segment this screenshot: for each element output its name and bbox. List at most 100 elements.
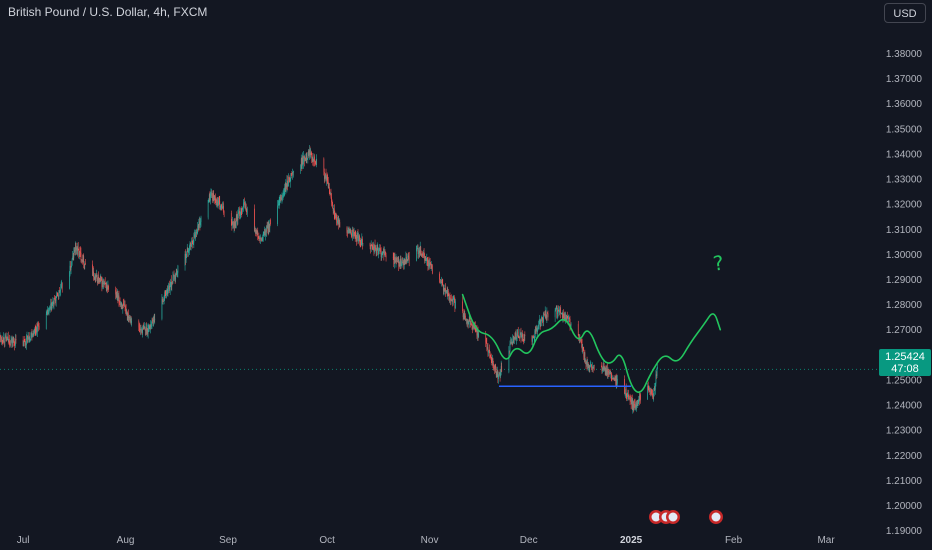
candle-body — [4, 335, 6, 343]
candle-body — [514, 337, 516, 339]
event-flag-icon[interactable] — [709, 510, 723, 524]
candle-body — [499, 372, 501, 377]
candle-body — [632, 401, 634, 411]
price-axis[interactable]: 1.380001.370001.360001.350001.340001.330… — [886, 49, 923, 537]
candle — [57, 292, 59, 297]
candle — [101, 276, 103, 292]
candle — [82, 254, 83, 265]
candle-body — [219, 206, 221, 208]
candle — [71, 257, 73, 266]
candle-body — [104, 282, 106, 284]
candle — [605, 365, 607, 377]
candle — [584, 349, 586, 364]
candle-body — [234, 221, 235, 227]
candle-body — [329, 193, 331, 194]
candle-body — [518, 337, 520, 339]
candle — [351, 230, 352, 238]
candle-body — [103, 283, 105, 284]
candle — [104, 277, 106, 285]
candle-body — [418, 252, 419, 254]
candle — [494, 365, 495, 375]
candle-body — [511, 341, 512, 343]
candle-body — [498, 376, 499, 380]
candle-body — [491, 360, 493, 363]
candle — [2, 339, 4, 344]
time-tick-label: Feb — [725, 535, 743, 546]
candle — [169, 280, 170, 293]
candle-body — [237, 217, 238, 221]
candle — [586, 361, 587, 367]
candle-body — [476, 328, 478, 336]
candle — [73, 247, 75, 254]
candle-body — [441, 281, 443, 284]
candle-body — [55, 300, 56, 302]
candle-body — [257, 230, 259, 237]
event-flag-icon[interactable] — [666, 510, 680, 524]
candle-body — [11, 338, 13, 344]
candle — [452, 294, 454, 306]
candle — [37, 322, 39, 327]
candle-body — [242, 207, 244, 209]
candle — [53, 300, 54, 308]
candle-body — [402, 262, 403, 264]
candle-body — [578, 335, 580, 340]
candle — [423, 249, 424, 259]
candle-body — [629, 397, 630, 399]
candle-body — [162, 299, 163, 302]
candle — [84, 261, 86, 270]
candle — [278, 199, 280, 206]
candle-body — [517, 331, 519, 334]
candle-body — [300, 158, 302, 165]
candle-body — [122, 303, 124, 309]
candle-body — [630, 399, 631, 401]
economic-events — [649, 510, 723, 524]
currency-button[interactable]: USD — [884, 3, 926, 23]
candle-body — [379, 248, 380, 251]
candle — [383, 246, 385, 261]
candle — [467, 319, 469, 329]
candle-body — [143, 327, 145, 329]
candle — [626, 393, 628, 402]
candle-body — [71, 261, 72, 267]
candle-body — [92, 271, 94, 276]
candle — [348, 227, 349, 234]
time-axis[interactable]: Jul Aug Sep Oct Nov Dec 2025 Feb Mar — [17, 535, 836, 546]
candle — [145, 323, 147, 336]
candle-body — [407, 255, 409, 262]
candle — [72, 250, 74, 260]
candle-body — [261, 237, 263, 241]
candle-body — [358, 235, 360, 238]
candle-body — [123, 303, 124, 305]
candle — [148, 323, 150, 333]
event-flag-icon[interactable] — [649, 510, 663, 524]
candle-body — [303, 156, 305, 158]
candle-body — [582, 347, 584, 350]
candle — [569, 315, 571, 331]
candle — [511, 341, 513, 347]
candle-body — [270, 219, 271, 225]
candle-body — [419, 250, 421, 254]
candle — [547, 310, 549, 321]
candle — [165, 290, 167, 299]
candle — [306, 152, 308, 164]
candle — [278, 196, 280, 209]
candle-body — [53, 298, 55, 305]
candle — [430, 261, 432, 270]
candle-body — [496, 374, 498, 376]
candle — [123, 298, 125, 306]
candle-body — [614, 377, 616, 381]
candle — [282, 194, 283, 202]
candle — [126, 308, 128, 315]
candle — [539, 314, 541, 325]
candle — [431, 264, 433, 275]
candle-body — [383, 251, 385, 256]
candle-body — [430, 264, 432, 266]
candle-body — [98, 276, 99, 283]
candle — [58, 295, 59, 300]
candle-body — [468, 322, 470, 325]
candle — [401, 260, 402, 267]
candle-body — [48, 311, 49, 315]
candle — [592, 366, 594, 373]
candle — [69, 260, 71, 277]
